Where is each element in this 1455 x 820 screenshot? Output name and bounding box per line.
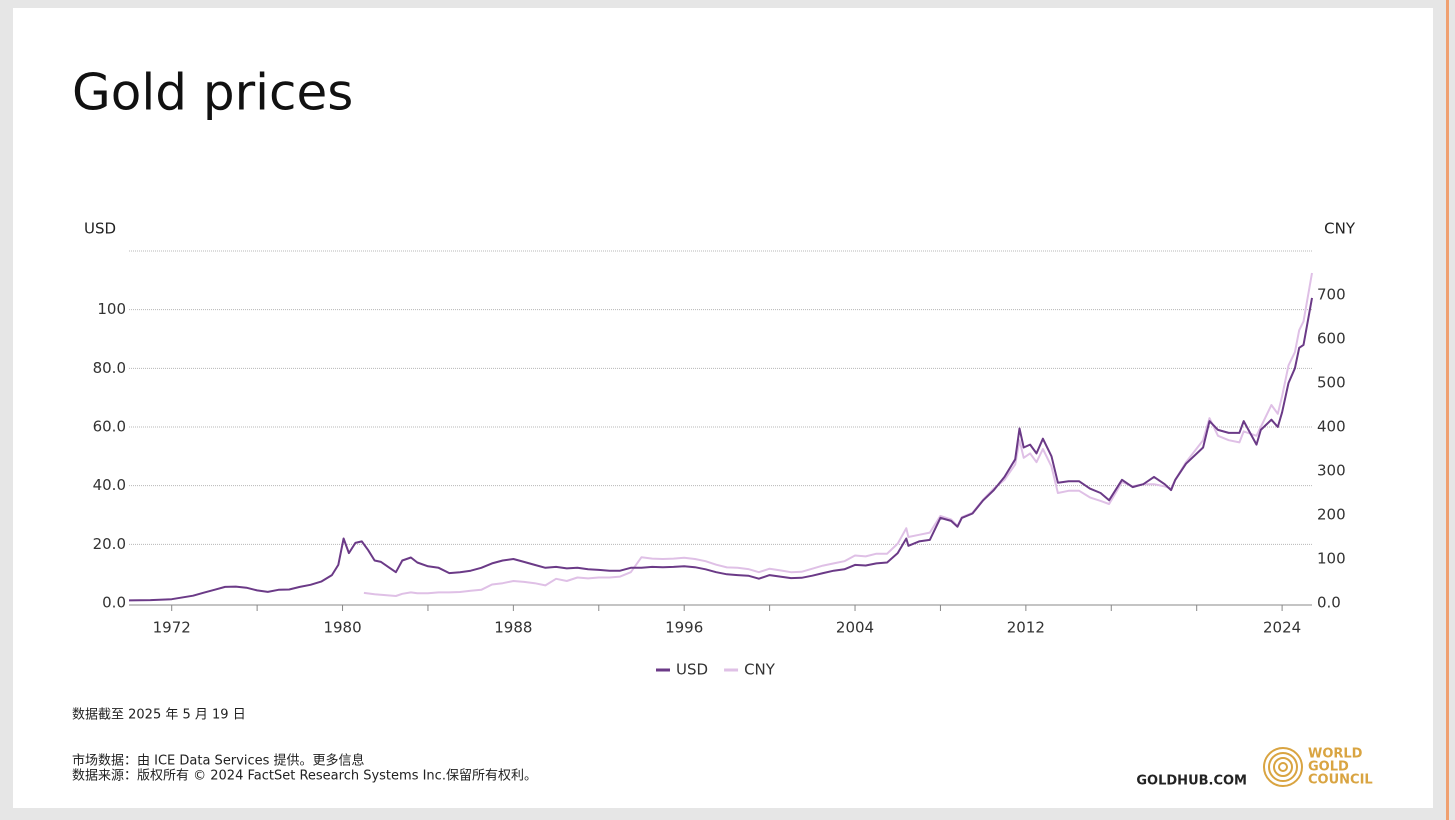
edge-accent: [1446, 0, 1449, 820]
legend-label: CNY: [744, 661, 776, 679]
y2-tick-label: 0.0: [1317, 594, 1341, 612]
y-axis-label: USD: [84, 220, 116, 238]
site-link[interactable]: GOLDHUB.COM: [1136, 774, 1247, 789]
y2-tick-label: 300: [1317, 462, 1346, 480]
data-date: 数据截至 2025 年 5 月 19 日: [72, 708, 246, 723]
y2-tick-label: 500: [1317, 374, 1346, 392]
x-tick-label: 1988: [494, 619, 532, 637]
logo-text: COUNCIL: [1308, 773, 1373, 788]
x-tick-label: 2012: [1007, 619, 1045, 637]
legend-label: USD: [676, 661, 708, 679]
y-tick-label: 80.0: [93, 359, 126, 377]
logo-text: WORLD: [1308, 747, 1363, 762]
y2-tick-label: 200: [1317, 506, 1346, 524]
source-note: 数据来源：版权所有 © 2024 FactSet Research System…: [72, 768, 537, 784]
y-tick-label: 20.0: [93, 535, 126, 553]
y2-tick-label: 600: [1317, 330, 1346, 348]
x-tick-label: 1980: [323, 619, 361, 637]
x-tick-label: 1996: [665, 619, 703, 637]
y2-axis-label: CNY: [1324, 220, 1356, 238]
logo-text: GOLD: [1308, 760, 1349, 775]
x-tick-label: 2004: [836, 619, 874, 637]
y-tick-label: 100: [97, 300, 126, 318]
y2-tick-label: 100: [1317, 550, 1346, 568]
y2-tick-label: 700: [1317, 286, 1346, 304]
y2-tick-label: 400: [1317, 418, 1346, 436]
y-tick-label: 60.0: [93, 418, 126, 436]
series-line: [128, 297, 1313, 602]
x-tick-label: 2024: [1263, 619, 1301, 637]
card: [13, 8, 1433, 808]
y-tick-label: 0.0: [102, 594, 126, 612]
x-tick-label: 1972: [153, 619, 191, 637]
market-data-note[interactable]: 市场数据：由 ICE Data Services 提供。更多信息: [72, 753, 365, 769]
logo: [1263, 747, 1303, 787]
chart-title: Gold prices: [72, 64, 353, 122]
y-tick-label: 40.0: [93, 476, 126, 494]
